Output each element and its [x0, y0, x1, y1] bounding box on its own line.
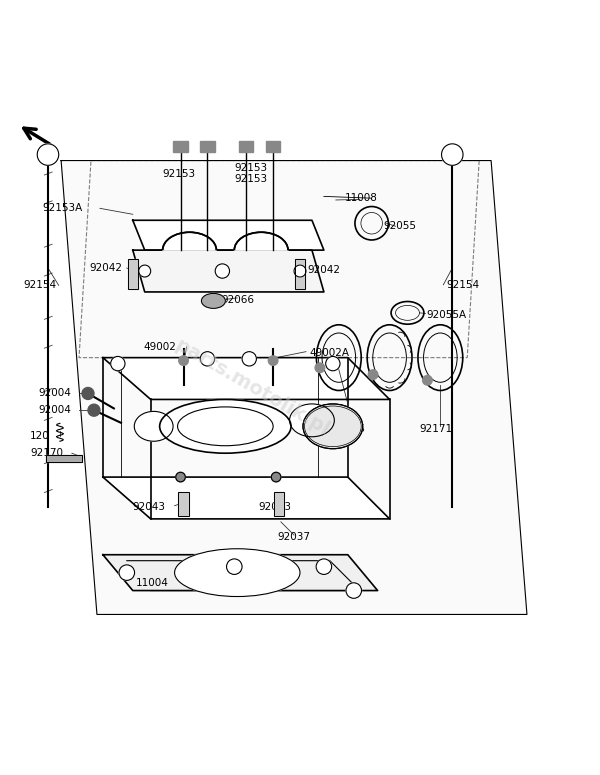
Text: 92170: 92170: [30, 448, 63, 458]
Bar: [178, 492, 189, 516]
Polygon shape: [103, 555, 377, 591]
Circle shape: [326, 356, 340, 370]
Text: 92004: 92004: [38, 388, 71, 398]
Circle shape: [139, 265, 151, 277]
Wedge shape: [163, 223, 217, 250]
Bar: [128, 259, 137, 289]
Circle shape: [346, 583, 362, 598]
Polygon shape: [103, 477, 389, 519]
Bar: [266, 141, 280, 152]
Circle shape: [215, 264, 230, 278]
Circle shape: [271, 472, 281, 482]
Text: 92042: 92042: [90, 263, 123, 273]
Text: 92042: 92042: [307, 265, 340, 275]
Ellipse shape: [290, 404, 334, 437]
Wedge shape: [235, 223, 288, 250]
Ellipse shape: [303, 404, 363, 449]
Circle shape: [179, 356, 188, 365]
Bar: [46, 455, 82, 462]
Text: 49002A: 49002A: [310, 348, 350, 358]
Bar: [295, 259, 305, 289]
Text: 92043: 92043: [133, 502, 166, 512]
Bar: [295, 259, 305, 289]
Circle shape: [110, 356, 125, 370]
Text: 92055A: 92055A: [427, 310, 467, 319]
Circle shape: [316, 559, 332, 574]
Bar: [173, 141, 188, 152]
Text: 11008: 11008: [345, 192, 377, 202]
Polygon shape: [61, 160, 527, 615]
Circle shape: [119, 565, 134, 580]
Bar: [200, 141, 215, 152]
Circle shape: [368, 370, 378, 380]
Circle shape: [242, 352, 256, 366]
Text: 16065: 16065: [333, 424, 366, 434]
Bar: [128, 259, 137, 289]
Circle shape: [315, 363, 325, 373]
Text: 92154: 92154: [23, 281, 56, 291]
Circle shape: [268, 356, 278, 365]
Circle shape: [422, 376, 432, 385]
Circle shape: [200, 352, 215, 366]
Text: 92153: 92153: [163, 169, 196, 179]
Circle shape: [82, 388, 94, 399]
Bar: [274, 492, 284, 516]
Text: 92037: 92037: [277, 532, 310, 542]
Text: 92055: 92055: [383, 221, 416, 231]
Text: 11004: 11004: [136, 578, 169, 587]
Circle shape: [176, 472, 185, 482]
Text: 92066: 92066: [221, 294, 254, 305]
Polygon shape: [103, 357, 389, 399]
Circle shape: [227, 559, 242, 574]
Ellipse shape: [175, 549, 300, 597]
Circle shape: [294, 265, 306, 277]
Ellipse shape: [160, 399, 291, 453]
Ellipse shape: [202, 294, 226, 308]
Text: 92153: 92153: [235, 163, 268, 173]
Bar: [274, 492, 284, 516]
Text: 92043: 92043: [258, 502, 291, 512]
Bar: [178, 492, 189, 516]
Text: 49002: 49002: [143, 342, 176, 352]
Ellipse shape: [134, 412, 173, 441]
Circle shape: [37, 144, 59, 165]
Circle shape: [442, 144, 463, 165]
Text: 92154: 92154: [446, 281, 479, 291]
Bar: [239, 141, 253, 152]
Polygon shape: [133, 220, 324, 250]
Text: parts.motolik.pl: parts.motolik.pl: [172, 336, 333, 439]
Polygon shape: [133, 250, 324, 292]
Circle shape: [88, 405, 100, 416]
Text: 92153: 92153: [235, 174, 268, 184]
Text: 92171: 92171: [419, 424, 452, 434]
Text: 92153A: 92153A: [42, 203, 82, 213]
Bar: [46, 455, 82, 462]
Text: 92004: 92004: [38, 405, 71, 415]
Text: 120: 120: [30, 432, 50, 442]
